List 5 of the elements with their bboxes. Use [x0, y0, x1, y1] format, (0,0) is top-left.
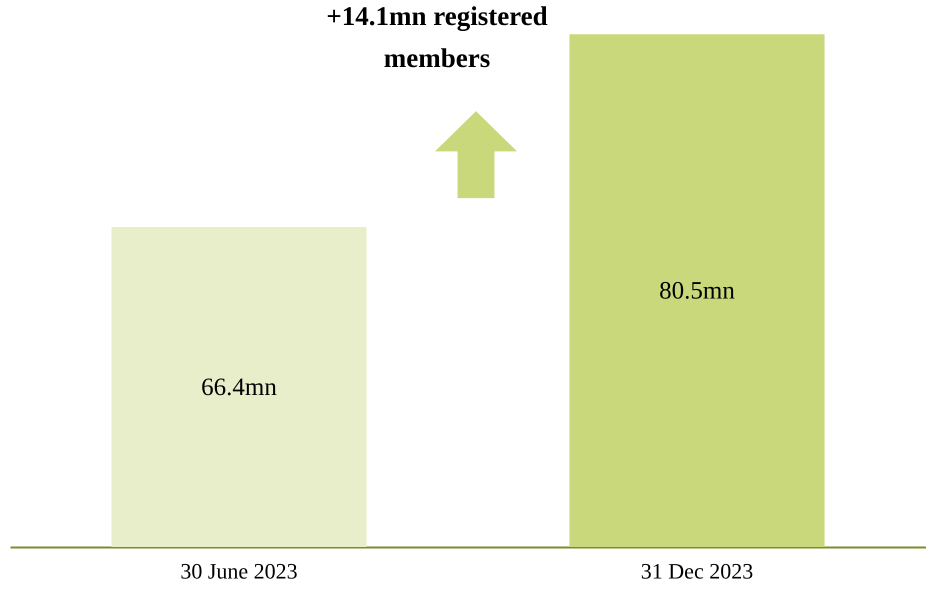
data-label: 66.4mn: [201, 374, 278, 402]
annotation: +14.1mn registered members: [326, 1, 548, 73]
x-tick-label: 30 June 2023: [180, 558, 298, 584]
x-tick-label: 31 Dec 2023: [640, 558, 754, 584]
data-label: 80.5mn: [659, 278, 736, 305]
